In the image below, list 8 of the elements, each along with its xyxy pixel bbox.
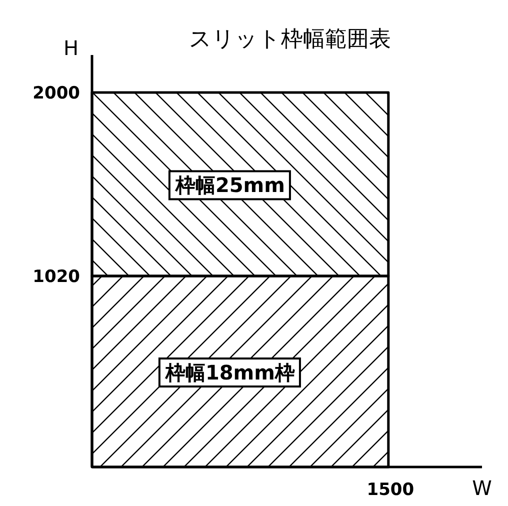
series-label: 枠幅25mm: [174, 173, 285, 198]
y-tick-label: 2000: [32, 83, 80, 104]
y-axis-title: H: [63, 36, 79, 60]
x-axis-title: W: [472, 476, 492, 500]
text: 1500: [366, 480, 414, 500]
series-label: 枠幅18mm枠: [164, 360, 295, 384]
chart-title: スリット枠幅範囲表: [189, 27, 391, 52]
y-tick-label: 1020: [32, 266, 80, 287]
